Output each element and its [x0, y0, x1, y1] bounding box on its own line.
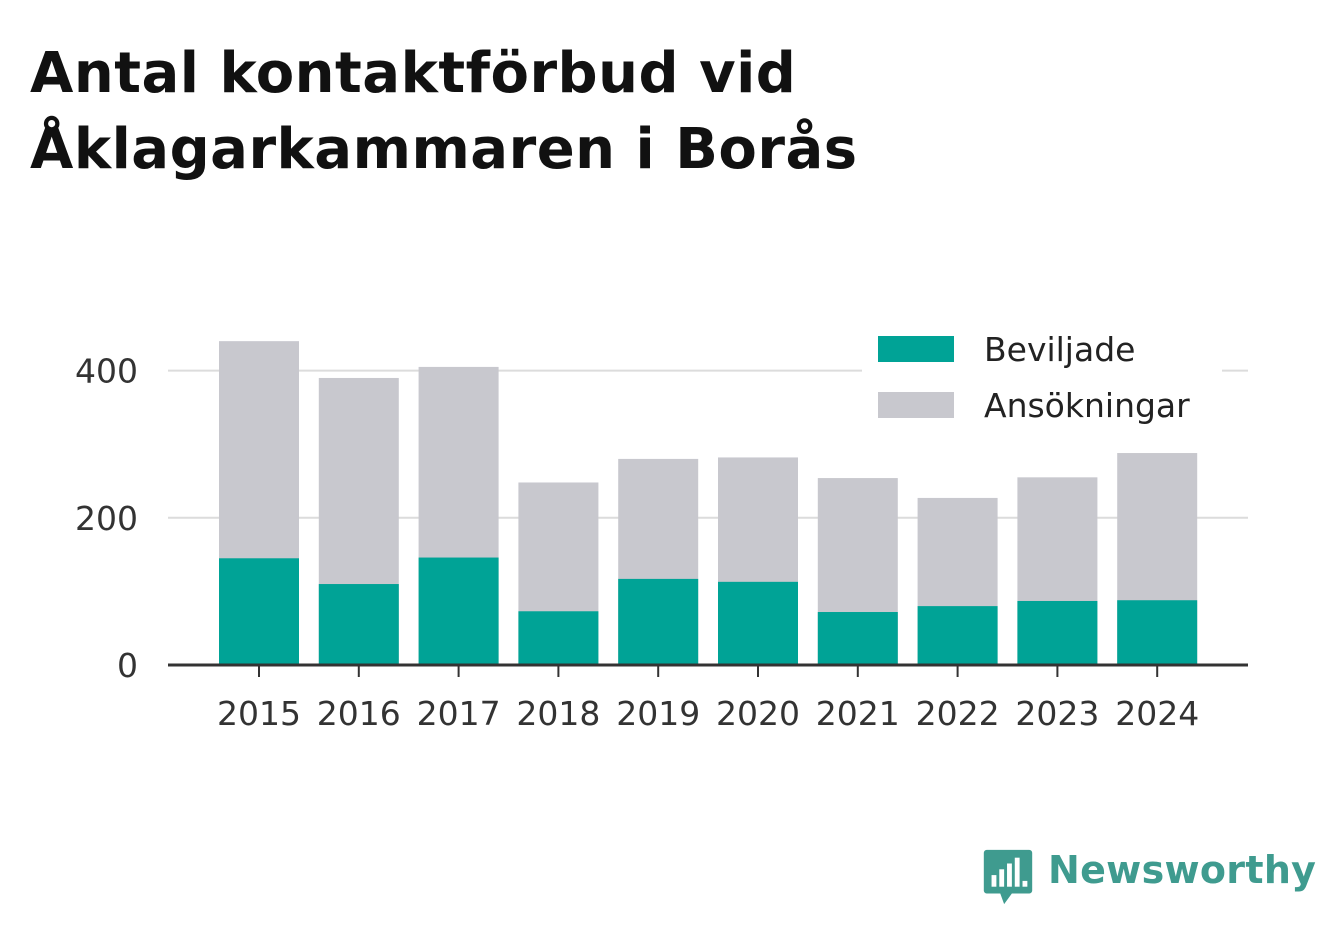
x-tick-label-2019: 2019: [616, 694, 700, 733]
bar-beviljade-2022: [917, 606, 998, 665]
x-tick-label-2020: 2020: [716, 694, 800, 733]
bar-beviljade-2015: [219, 558, 299, 665]
axes: 0 200 400 2015 2016 2017 2018 2019 2020 2021 2022 2…: [75, 352, 1248, 733]
bar-beviljade-2017: [418, 557, 499, 665]
x-tick-label-2023: 2023: [1015, 694, 1099, 733]
x-tick-label-2017: 2017: [417, 694, 501, 733]
legend: Beviljade Ansökningar: [862, 322, 1222, 440]
bar-beviljade-2023: [1017, 600, 1098, 665]
chart-title: Antal kontaktförbud vid Åklagarkammaren …: [30, 36, 1230, 188]
bar-beviljade-2018: [518, 611, 599, 665]
legend-swatch-beviljade: [878, 336, 954, 362]
y-tick-label: 0: [117, 646, 138, 685]
legend-label-beviljade: Beviljade: [984, 330, 1135, 369]
x-tick-label-2024: 2024: [1115, 694, 1199, 733]
legend-label-ansökningar: Ansökningar: [984, 386, 1190, 425]
brand-name: Newsworthy: [1048, 848, 1317, 892]
x-tick-label-2022: 2022: [916, 694, 1000, 733]
x-tick-label-2016: 2016: [317, 694, 401, 733]
x-tick-label-2018: 2018: [516, 694, 600, 733]
bar-beviljade-2020: [718, 581, 798, 665]
chart-title-line-1: Antal kontaktförbud vid: [30, 41, 797, 106]
x-tick-label-2015: 2015: [217, 694, 301, 733]
bar-beviljade-2019: [618, 578, 699, 665]
bar-beviljade-2021: [817, 612, 898, 665]
y-tick-label: 200: [75, 499, 138, 538]
bar-beviljade-2024: [1117, 600, 1198, 665]
bars: [219, 341, 1198, 665]
chart-title-line-2: Åklagarkammaren i Borås: [30, 117, 858, 182]
x-tick-label-2021: 2021: [816, 694, 900, 733]
legend-swatch-ansökningar: [878, 392, 954, 418]
bar-chart-speech-bubble-icon: [983, 849, 1033, 905]
bar-beviljade-2016: [318, 584, 399, 665]
y-tick-label: 400: [75, 352, 138, 391]
